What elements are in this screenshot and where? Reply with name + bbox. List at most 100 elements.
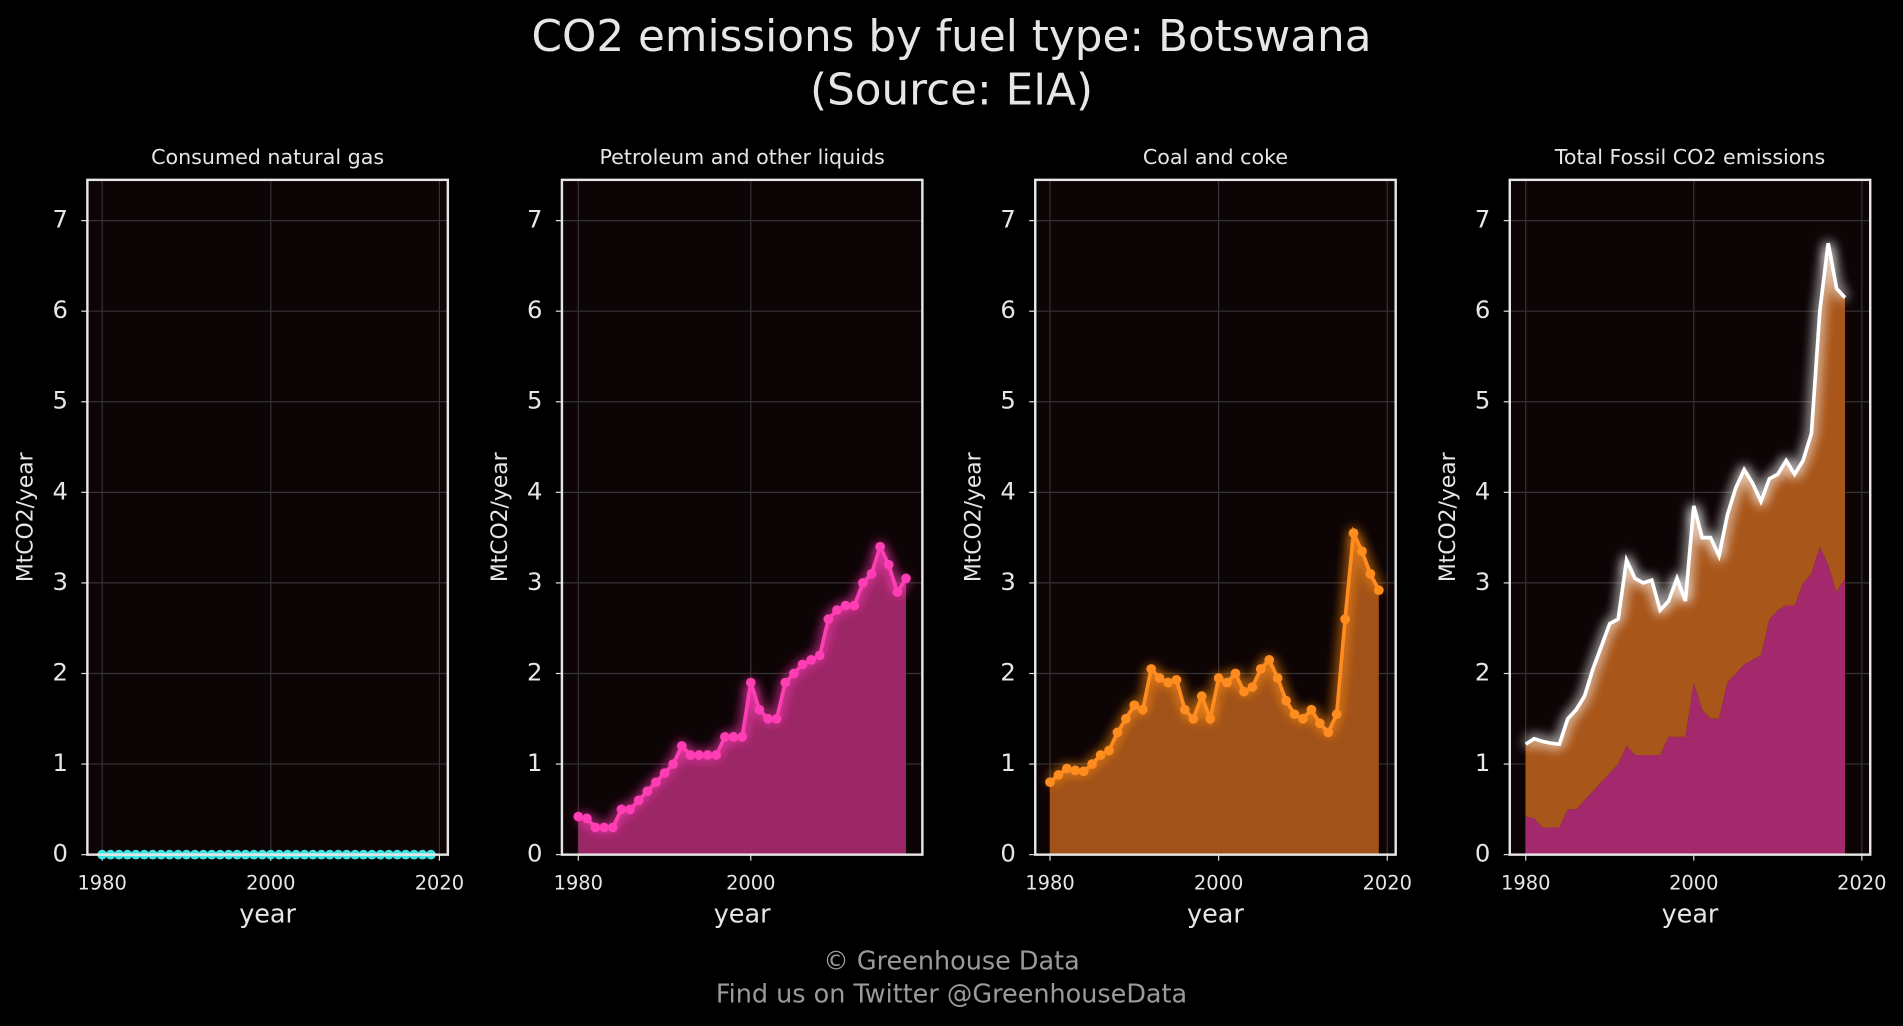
point xyxy=(763,713,773,724)
point xyxy=(1365,569,1376,579)
x-tick-label: 2000 xyxy=(726,871,775,894)
point xyxy=(1239,686,1249,697)
x-tick-label: 2000 xyxy=(1194,871,1243,894)
y-tick-label: 0 xyxy=(1475,839,1490,868)
point xyxy=(1171,674,1182,685)
point xyxy=(1340,614,1350,624)
point xyxy=(676,741,687,751)
point xyxy=(711,750,722,760)
point xyxy=(685,750,696,760)
subplot-title: Consumed natural gas xyxy=(151,145,384,169)
point xyxy=(1255,664,1266,674)
point xyxy=(1323,727,1334,738)
plot-area xyxy=(87,179,448,855)
x-tick-label: 1980 xyxy=(554,871,603,894)
y-tick-label: 5 xyxy=(527,386,542,415)
footer-twitter: Find us on Twitter @GreenhouseData xyxy=(716,979,1187,1009)
x-axis-label: year xyxy=(1662,899,1719,929)
y-axis-label: MtCO2/year xyxy=(14,452,39,582)
point xyxy=(1306,704,1317,715)
point xyxy=(651,777,661,788)
point xyxy=(875,541,885,552)
x-tick-label: 1980 xyxy=(1501,871,1550,894)
point xyxy=(582,813,592,824)
subplot-title: Total Fossil CO2 emissions xyxy=(1554,145,1825,169)
y-tick-label: 0 xyxy=(53,839,68,868)
point xyxy=(607,822,618,833)
point xyxy=(590,822,601,833)
stacked-area xyxy=(1525,546,1846,855)
point xyxy=(1196,691,1207,701)
point xyxy=(1281,695,1291,706)
point xyxy=(892,587,903,597)
point xyxy=(883,559,894,570)
point xyxy=(1272,673,1283,683)
point xyxy=(1180,704,1190,715)
point xyxy=(1373,585,1384,596)
point xyxy=(797,659,808,670)
point xyxy=(1314,718,1325,729)
x-tick-label: 2020 xyxy=(415,871,464,894)
point xyxy=(1154,673,1165,683)
plot-frame xyxy=(1034,178,1397,856)
x-tick-label: 1980 xyxy=(1025,871,1074,894)
y-tick-label: 1 xyxy=(1000,748,1015,777)
x-tick-label: 2000 xyxy=(1669,871,1718,894)
figure-subtitle: (Source: EIA) xyxy=(810,64,1093,115)
y-tick-label: 7 xyxy=(527,205,542,234)
point xyxy=(1087,759,1098,769)
point xyxy=(1348,528,1359,538)
x-tick-label: 2000 xyxy=(246,871,295,894)
footer-credit: © Greenhouse Data xyxy=(823,947,1079,977)
point xyxy=(806,655,816,665)
y-axis-label: MtCO2/year xyxy=(488,452,513,582)
y-axis-label: MtCO2/year xyxy=(962,452,987,582)
point xyxy=(1205,713,1216,724)
point xyxy=(737,732,748,742)
area-fill xyxy=(1049,533,1379,855)
point xyxy=(702,750,713,760)
y-tick-label: 2 xyxy=(527,657,542,686)
subplot: Total Fossil CO2 emissions year MtCO2/year… xyxy=(1436,145,1886,929)
point xyxy=(832,605,842,615)
point xyxy=(858,578,868,588)
point xyxy=(642,786,653,797)
x-tick-label: 2020 xyxy=(1363,871,1412,894)
total-line xyxy=(1524,242,1847,747)
y-tick-label: 6 xyxy=(53,295,68,324)
point xyxy=(1062,763,1072,774)
y-tick-label: 4 xyxy=(527,476,542,505)
point xyxy=(823,614,834,624)
y-tick-label: 7 xyxy=(1475,205,1490,234)
point xyxy=(1264,655,1275,665)
y-tick-label: 2 xyxy=(1475,657,1490,686)
y-tick-label: 3 xyxy=(1475,567,1490,596)
x-tick-label: 2020 xyxy=(1837,871,1886,894)
point xyxy=(1289,709,1300,720)
point xyxy=(573,811,584,822)
point xyxy=(1298,713,1308,724)
y-tick-label: 0 xyxy=(527,839,542,868)
point xyxy=(901,573,911,584)
point xyxy=(1053,770,1064,780)
point xyxy=(1357,546,1367,557)
point xyxy=(1078,766,1089,777)
point xyxy=(1112,727,1123,738)
point xyxy=(1121,713,1131,724)
point xyxy=(849,600,860,611)
x-axis-label: year xyxy=(239,899,296,929)
y-tick-label: 6 xyxy=(527,295,542,324)
point xyxy=(599,822,610,833)
point xyxy=(814,650,825,661)
plot-frame xyxy=(560,178,924,856)
y-tick-label: 3 xyxy=(53,567,68,596)
point xyxy=(1163,677,1173,688)
x-axis-label: year xyxy=(714,899,771,929)
x-axis-label: year xyxy=(1187,899,1244,929)
y-axis-label: MtCO2/year xyxy=(1436,452,1461,582)
point xyxy=(625,804,635,815)
point xyxy=(745,677,756,688)
y-tick-label: 3 xyxy=(527,567,542,596)
point xyxy=(1070,765,1081,776)
